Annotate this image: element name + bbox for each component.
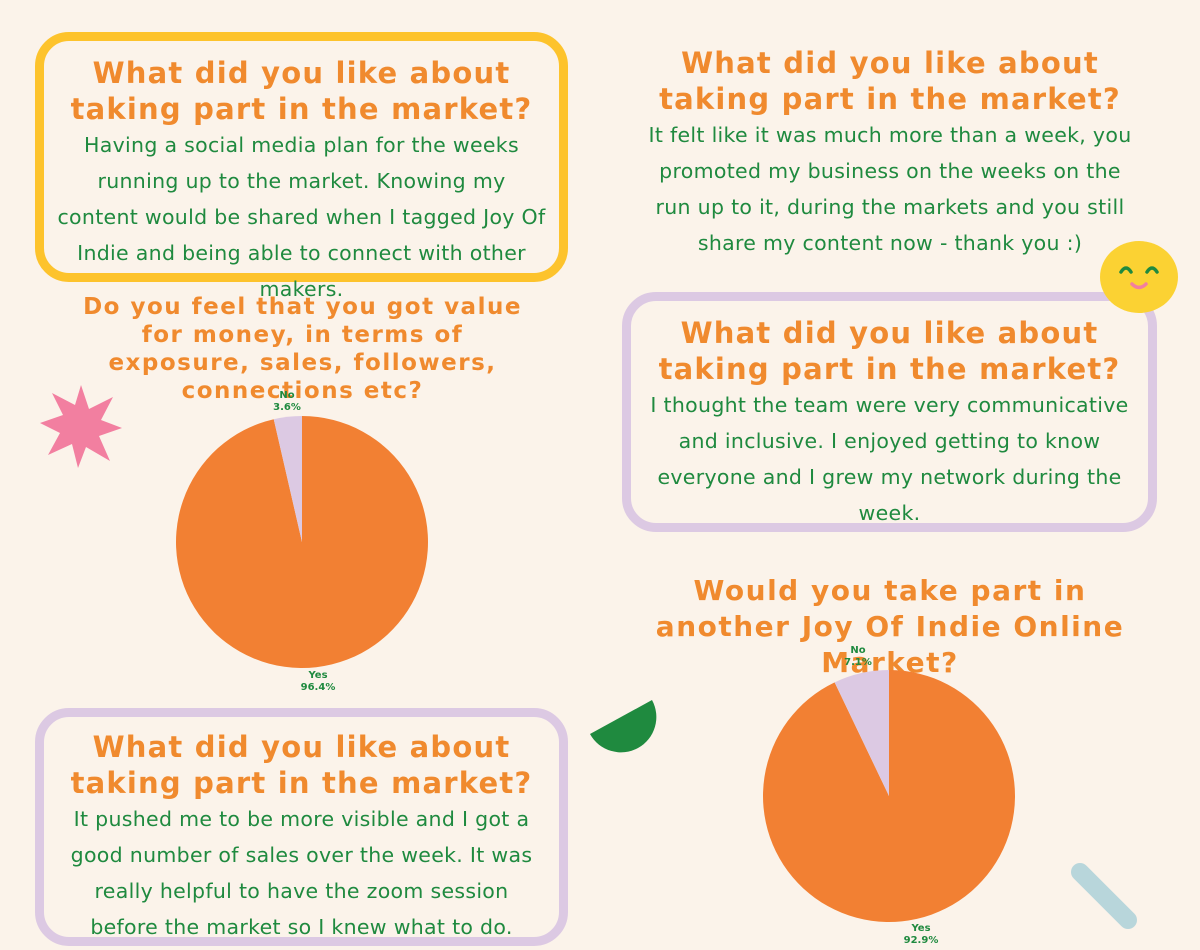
- feedback-card-4: What did you like about taking part in t…: [35, 708, 568, 946]
- smiley-face-icon: [1100, 241, 1178, 313]
- card-answer: Having a social media plan for the weeks…: [57, 133, 546, 301]
- pie-chart-value-for-money: [176, 416, 428, 668]
- pie-2-no-value: 7.1%: [844, 657, 872, 668]
- card-question: What did you like about taking part in t…: [70, 56, 533, 126]
- card-question: What did you like about taking part in t…: [659, 46, 1121, 116]
- card-answer: It felt like it was much more than a wee…: [648, 123, 1132, 255]
- pie-2-yes-label: Yes 92.9%: [891, 923, 951, 947]
- pie-2-no-label: No 7.1%: [828, 645, 888, 669]
- pie-2-yes-value: 92.9%: [903, 935, 939, 946]
- feedback-card-3: What did you like about taking part in t…: [622, 292, 1157, 532]
- chart-1-title: Do you feel that you got value for money…: [83, 294, 522, 404]
- pie-1-no-value: 3.6%: [273, 402, 301, 413]
- card-answer: I thought the team were very communicati…: [650, 393, 1129, 525]
- pie-slice-no: [273, 416, 302, 542]
- feedback-card-2: What did you like about taking part in t…: [630, 45, 1150, 265]
- feedback-card-1: What did you like about taking part in t…: [35, 32, 568, 301]
- pie-1-yes-name: Yes: [308, 670, 328, 681]
- pie-1-yes-value: 96.4%: [300, 682, 336, 693]
- blue-capsule-icon: [1071, 863, 1137, 929]
- card-question: What did you like about taking part in t…: [658, 316, 1121, 386]
- pie-slice-yes: [176, 416, 428, 668]
- pie-slice-no: [834, 670, 889, 796]
- pink-star-icon: [40, 385, 122, 468]
- pie-1-no-name: No: [279, 390, 295, 401]
- pie-2-no-name: No: [850, 645, 866, 656]
- card-question: What did you like about taking part in t…: [70, 730, 533, 800]
- card-answer: It pushed me to be more visible and I go…: [70, 807, 533, 939]
- pie-1-no-label: No 3.6%: [257, 390, 317, 414]
- pie-2-yes-name: Yes: [911, 923, 931, 934]
- chart-2-title: Would you take part in another Joy Of In…: [655, 574, 1125, 679]
- green-half-circle-icon: [590, 700, 657, 753]
- pie-1-yes-label: Yes 96.4%: [288, 670, 348, 694]
- pie-chart-take-part-again: [763, 670, 1015, 922]
